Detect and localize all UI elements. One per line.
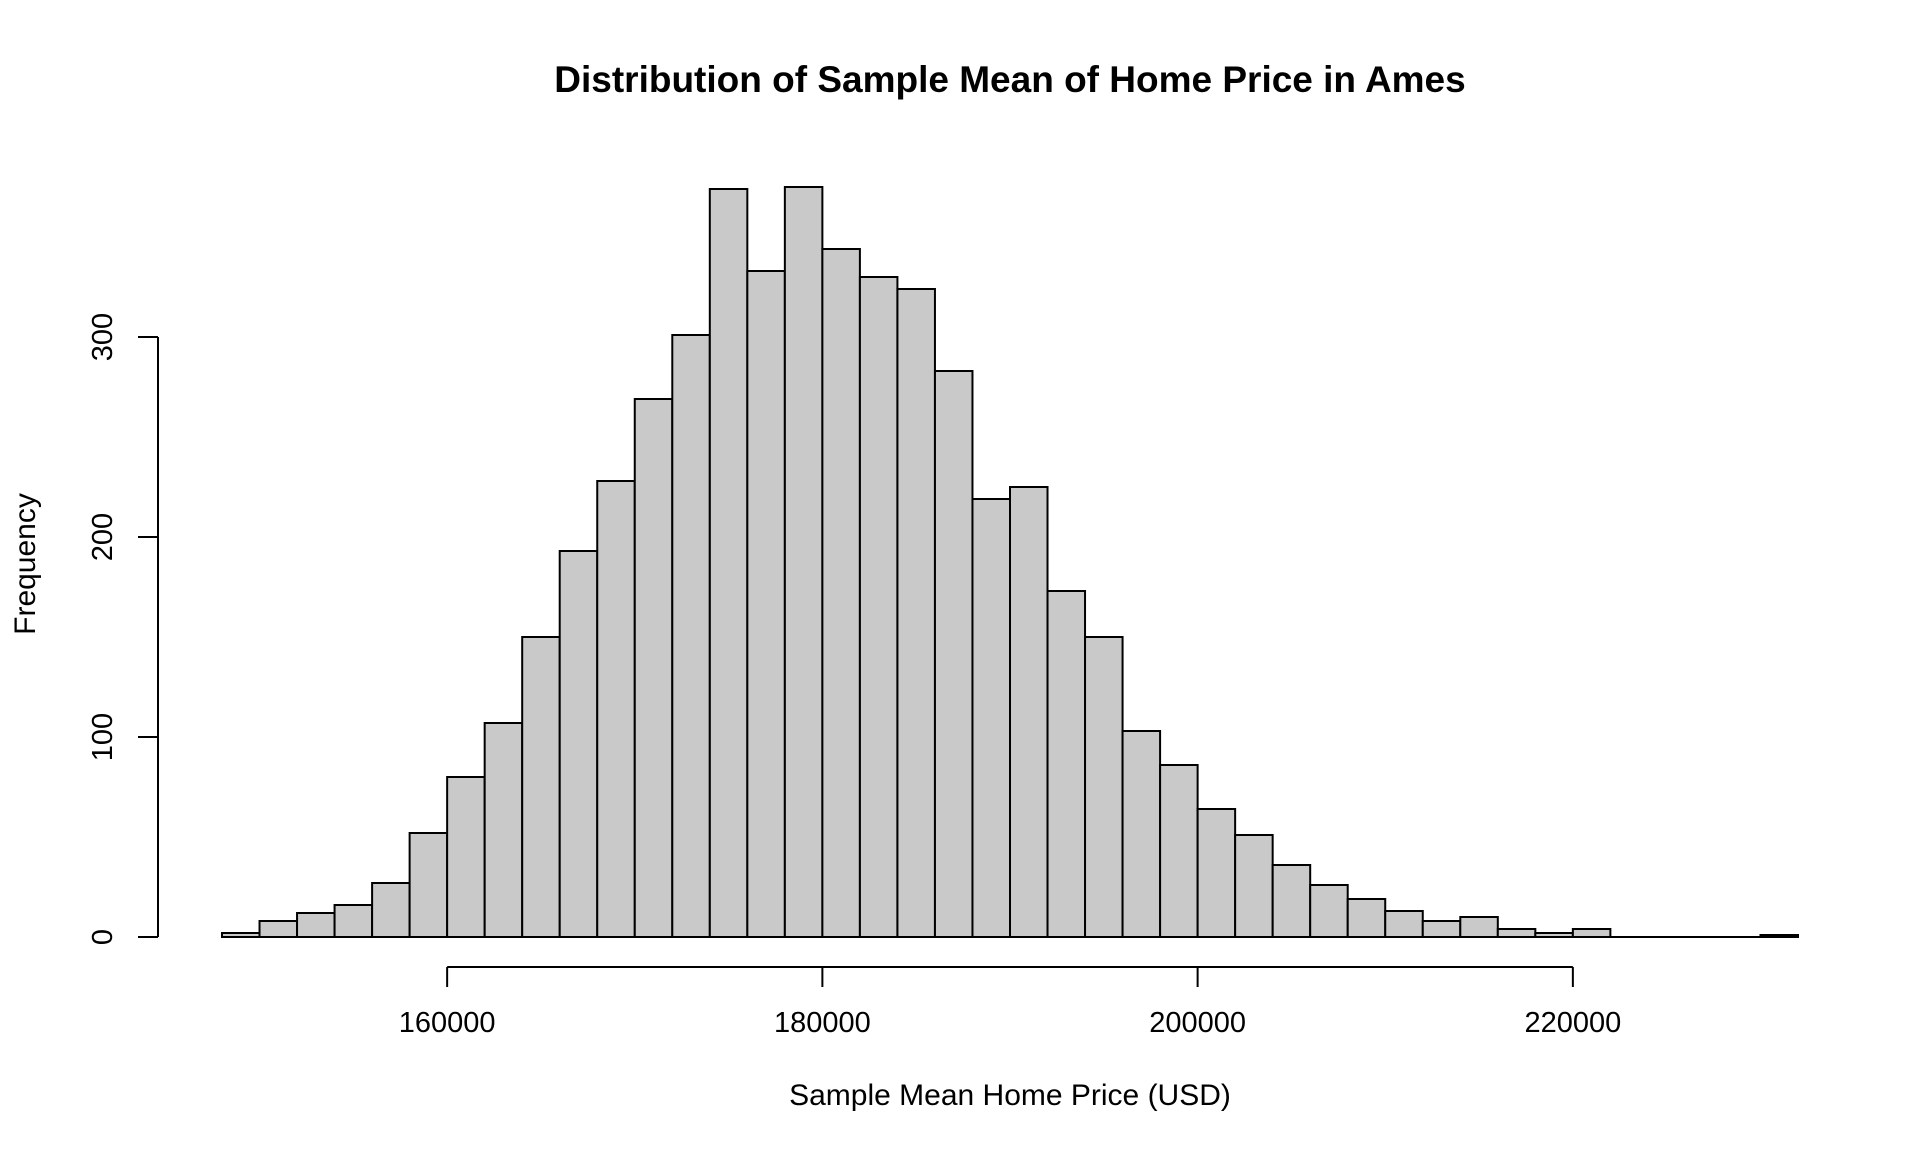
- histogram-bar: [258, 920, 299, 938]
- histogram-bar: [1159, 764, 1199, 938]
- histogram-bar: [1009, 486, 1049, 938]
- histogram-bar: [971, 498, 1011, 938]
- histogram-bar: [521, 636, 561, 938]
- histogram-bar: [633, 398, 674, 938]
- y-axis: 0 100 200 300: [87, 313, 159, 945]
- histogram-bar: [1046, 590, 1087, 938]
- y-tick-label: 200: [87, 513, 119, 561]
- x-axis: 160000 180000 200000 220000: [399, 966, 1621, 1039]
- histogram-bar: [1084, 636, 1124, 938]
- x-tick-label: 200000: [1149, 1007, 1246, 1039]
- y-tick-label: 0: [87, 929, 119, 945]
- y-tick-label: 300: [87, 313, 119, 361]
- histogram-bar: [446, 776, 486, 938]
- histogram-bar: [1571, 928, 1612, 938]
- histogram-bar: [821, 248, 861, 938]
- histogram-bar: [408, 832, 449, 938]
- histogram-bar: [1421, 920, 1462, 938]
- y-axis-label: Frequency: [9, 493, 42, 635]
- histogram-bar: [596, 480, 636, 938]
- histogram-bar: [296, 912, 336, 938]
- x-tick-label: 160000: [399, 1007, 496, 1039]
- x-tick-label: 180000: [774, 1007, 871, 1039]
- x-tick-label: 220000: [1524, 1007, 1621, 1039]
- histogram-bar: [1196, 808, 1237, 938]
- histogram-bar: [858, 276, 899, 938]
- histogram-bar: [671, 334, 711, 938]
- histogram-bar: [371, 882, 411, 938]
- histogram-bars: [221, 186, 1799, 938]
- histogram-bar: [483, 722, 524, 938]
- histogram-bar: [1384, 910, 1424, 938]
- histogram-bar: [333, 904, 374, 938]
- histogram-bar: [1121, 730, 1162, 938]
- histogram-bar: [1271, 864, 1312, 938]
- histogram-bar: [896, 288, 936, 938]
- histogram-bar: [783, 186, 824, 938]
- histogram-bar: [708, 188, 749, 938]
- chart-title: Distribution of Sample Mean of Home Pric…: [554, 59, 1465, 100]
- y-tick-label: 100: [87, 713, 119, 761]
- histogram-bar: [1309, 884, 1349, 938]
- histogram-bar: [1496, 928, 1537, 938]
- histogram-bar: [746, 270, 786, 938]
- histogram-bar: [1459, 916, 1499, 938]
- histogram-bar: [933, 370, 974, 938]
- x-axis-label: Sample Mean Home Price (USD): [789, 1079, 1231, 1112]
- histogram-bar: [1234, 834, 1274, 938]
- histogram-bar: [558, 550, 599, 938]
- histogram-bar: [1346, 898, 1387, 938]
